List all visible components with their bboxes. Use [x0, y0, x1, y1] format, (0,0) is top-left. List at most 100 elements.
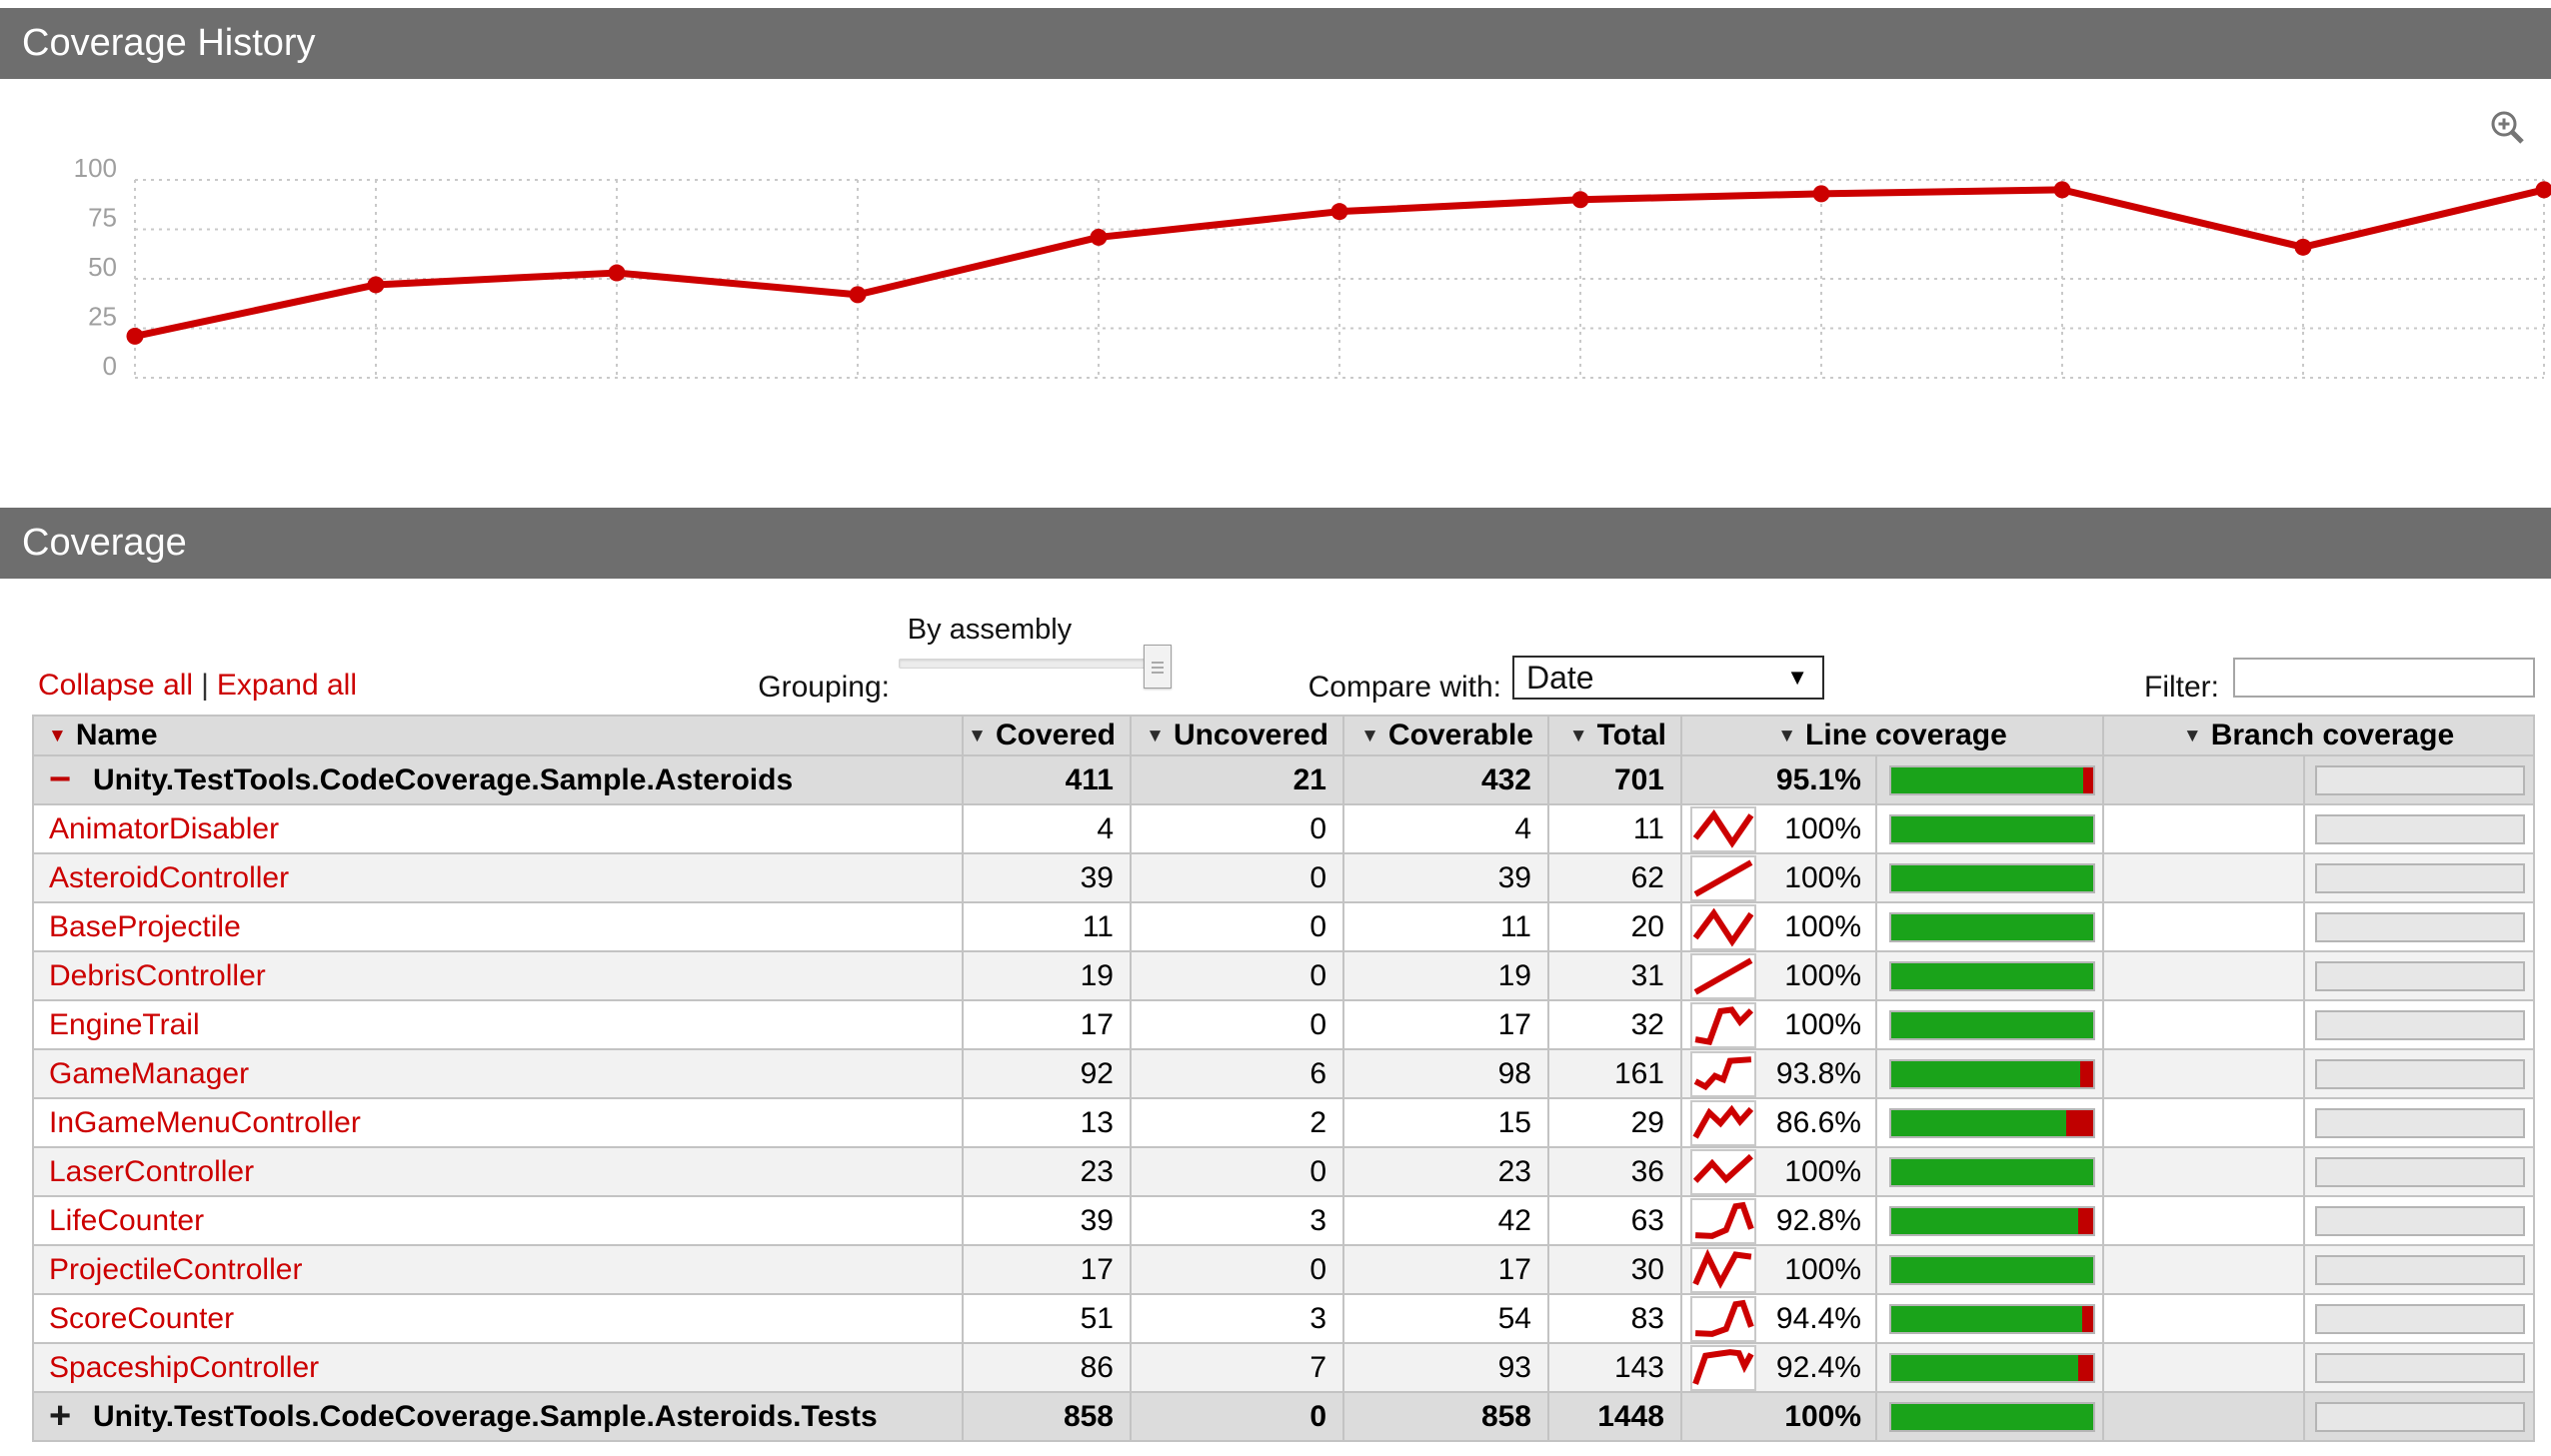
compare-with-select[interactable]: Date ▼ — [1512, 656, 1824, 700]
line-coverage-percent: 95.1% — [1775, 762, 1861, 796]
class-name-cell: LaserController — [32, 1146, 964, 1197]
line-coverage-percent-cell: 93.8% — [1680, 1048, 1877, 1099]
class-link[interactable]: EngineTrail — [49, 1007, 200, 1041]
class-name-cell: DebrisController — [32, 950, 964, 1001]
coverable-cell: 858 — [1342, 1391, 1549, 1442]
branch-coverage-bar-cell — [2303, 901, 2536, 952]
line-coverage-bar — [1889, 960, 2095, 991]
branch-coverage-bar-cell — [2303, 1342, 2536, 1393]
total-cell: 701 — [1547, 754, 1682, 805]
line-coverage-bar — [1889, 1009, 2095, 1040]
expand-group-icon[interactable]: + — [49, 1394, 72, 1437]
line-coverage-percent: 100% — [1784, 1154, 1861, 1188]
column-header-name[interactable]: ▼ Name — [32, 715, 964, 756]
class-row: LaserController 23 0 23 36 100% — [32, 1146, 2536, 1197]
line-coverage-bar-cell — [1874, 1195, 2105, 1246]
history-sparkline — [1690, 806, 1756, 851]
line-coverage-bar — [1889, 1156, 2095, 1187]
class-link[interactable]: ProjectileController — [49, 1252, 303, 1286]
column-header-uncovered[interactable]: ▼ Uncovered — [1130, 715, 1344, 756]
line-coverage-percent: 100% — [1784, 1007, 1861, 1041]
line-coverage-bar-cell — [1874, 1146, 2105, 1197]
link-separator: | — [201, 669, 209, 702]
column-header-line-coverage[interactable]: ▼ Line coverage — [1679, 715, 2105, 756]
collapse-group-icon[interactable]: − — [49, 757, 72, 800]
branch-coverage-bar-cell — [2303, 1097, 2536, 1148]
filter-input[interactable] — [2233, 658, 2535, 698]
coverable-cell: 17 — [1342, 1244, 1549, 1295]
class-link[interactable]: AsteroidController — [49, 860, 290, 894]
uncovered-cell: 3 — [1130, 1195, 1344, 1246]
line-coverage-percent-cell: 100% — [1680, 1146, 1877, 1197]
expand-all-link[interactable]: Expand all — [216, 669, 357, 702]
class-row: ScoreCounter 51 3 54 83 94.4% — [32, 1293, 2536, 1344]
line-coverage-percent-cell: 100% — [1680, 1391, 1877, 1442]
total-cell: 20 — [1547, 901, 1682, 952]
class-row: LifeCounter 39 3 42 63 92.8% — [32, 1195, 2536, 1246]
history-sparkline — [1690, 1149, 1756, 1194]
class-link[interactable]: ScoreCounter — [49, 1301, 235, 1335]
line-coverage-bar — [1889, 1352, 2095, 1383]
column-header-covered[interactable]: ▼ Covered — [962, 715, 1132, 756]
grouping-slider-handle[interactable] — [1144, 645, 1172, 689]
column-header-coverable[interactable]: ▼ Coverable — [1342, 715, 1549, 756]
coverable-cell: 39 — [1342, 852, 1549, 903]
line-coverage-bar — [1889, 1205, 2095, 1236]
coverable-cell: 17 — [1342, 999, 1549, 1050]
assembly-group-row: − Unity.TestTools.CodeCoverage.Sample.Ast… — [32, 754, 2536, 805]
branch-coverage-percent-cell — [2102, 901, 2306, 952]
class-link[interactable]: InGameMenuController — [49, 1105, 361, 1139]
column-header-branch-coverage[interactable]: ▼ Branch coverage — [2102, 715, 2536, 756]
class-link[interactable]: LifeCounter — [49, 1203, 205, 1237]
class-link[interactable]: GameManager — [49, 1056, 250, 1090]
history-point — [1090, 228, 1108, 246]
class-link[interactable]: AnimatorDisabler — [49, 811, 280, 845]
uncovered-cell: 0 — [1130, 852, 1344, 903]
class-name-cell: AnimatorDisabler — [32, 803, 964, 854]
branch-coverage-percent-cell — [2102, 1293, 2306, 1344]
branch-coverage-percent-cell — [2102, 1195, 2306, 1246]
covered-cell: 17 — [962, 999, 1132, 1050]
branch-coverage-bar-cell — [2303, 999, 2536, 1050]
line-coverage-percent-cell: 86.6% — [1680, 1097, 1877, 1148]
total-cell: 11 — [1547, 803, 1682, 854]
branch-coverage-bar — [2315, 911, 2526, 942]
sort-arrow-icon: ▼ — [48, 726, 67, 746]
branch-coverage-bar-cell — [2303, 1195, 2536, 1246]
line-coverage-bar-cell — [1874, 1391, 2105, 1442]
chart-zoom-icon[interactable] — [2489, 109, 2529, 149]
class-link[interactable]: SpaceshipController — [49, 1350, 320, 1384]
total-cell: 63 — [1547, 1195, 1682, 1246]
class-link[interactable]: BaseProjectile — [49, 909, 241, 943]
history-sparkline — [1690, 1296, 1756, 1341]
uncovered-cell: 0 — [1130, 803, 1344, 854]
covered-cell: 51 — [962, 1293, 1132, 1344]
coverable-cell: 15 — [1342, 1097, 1549, 1148]
line-coverage-percent-cell: 94.4% — [1680, 1293, 1877, 1344]
coverage-history-chart-panel: 0 25 50 75 100 — [0, 79, 2551, 508]
column-header-total[interactable]: ▼ Total — [1547, 715, 1682, 756]
line-coverage-percent-cell: 100% — [1680, 852, 1877, 903]
line-coverage-bar — [1889, 1401, 2095, 1432]
branch-coverage-percent-cell — [2102, 754, 2306, 805]
covered-cell: 23 — [962, 1146, 1132, 1197]
class-row: GameManager 92 6 98 161 93.8% — [32, 1048, 2536, 1099]
coverage-header: Coverage — [0, 508, 2551, 579]
history-point — [1812, 185, 1830, 203]
branch-coverage-bar — [2315, 1205, 2526, 1236]
total-cell: 32 — [1547, 999, 1682, 1050]
collapse-all-link[interactable]: Collapse all — [38, 669, 194, 702]
group-toggle-cell[interactable]: + Unity.TestTools.CodeCoverage.Sample.Ast… — [32, 1391, 964, 1442]
group-toggle-cell[interactable]: − Unity.TestTools.CodeCoverage.Sample.Ast… — [32, 754, 964, 805]
class-link[interactable]: DebrisController — [49, 958, 266, 992]
coverable-cell: 93 — [1342, 1342, 1549, 1393]
line-coverage-bar-cell — [1874, 852, 2105, 903]
total-cell: 36 — [1547, 1146, 1682, 1197]
class-row: SpaceshipController 86 7 93 143 92.4% — [32, 1342, 2536, 1393]
uncovered-cell: 0 — [1130, 1391, 1344, 1442]
grouping-slider-track[interactable] — [899, 659, 1153, 669]
uncovered-cell: 0 — [1130, 1146, 1344, 1197]
branch-coverage-bar — [2315, 1401, 2526, 1432]
class-link[interactable]: LaserController — [49, 1154, 255, 1188]
line-coverage-percent: 93.8% — [1775, 1056, 1861, 1090]
